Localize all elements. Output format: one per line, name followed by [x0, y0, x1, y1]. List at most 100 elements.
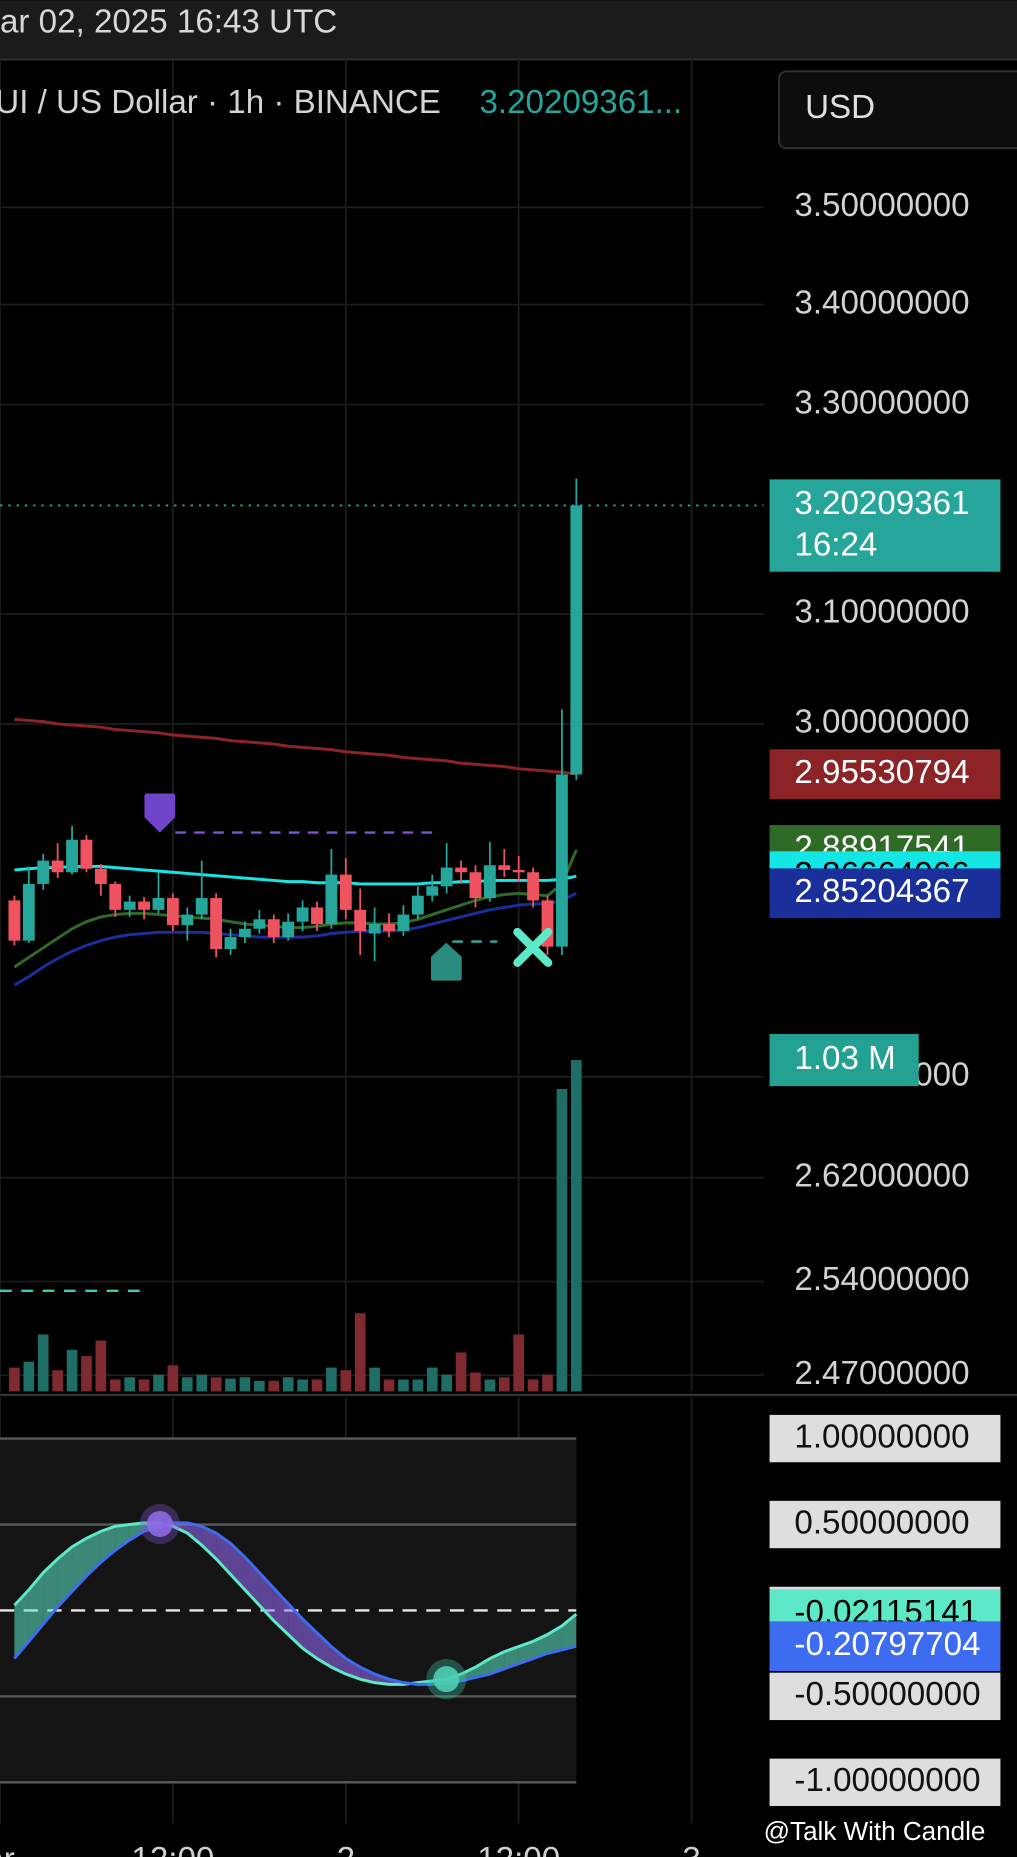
candle-body	[426, 886, 439, 896]
volume-bar	[196, 1374, 208, 1392]
candle-body	[239, 928, 251, 938]
sell-signal	[144, 793, 176, 833]
oscillator-line	[13, 1521, 577, 1686]
top-bar	[0, 0, 1017, 60]
axis-labels: ar 12:00 2 12:00 3 3.50000000 3.40000000 3.3000…	[0, 187, 1001, 1857]
oscillator-cloud	[14, 1589, 29, 1659]
candle-body	[195, 898, 208, 915]
x-tick-label: 2	[337, 1841, 355, 1857]
y-tick-label-box	[769, 1414, 1001, 1463]
y-tick-label: 3.00000000	[794, 704, 969, 741]
oscillator-line	[13, 1521, 578, 1686]
ma-label: 2.85204367	[794, 873, 969, 910]
volume-bar	[167, 1365, 179, 1392]
volume-bar	[81, 1356, 92, 1392]
candle-body	[469, 872, 482, 899]
y-tick-label: 3.40000000	[794, 284, 969, 321]
candle-body	[282, 921, 295, 938]
cross-signal	[513, 927, 553, 967]
volume-bar	[311, 1379, 323, 1392]
oscillator-cloud	[201, 1526, 217, 1559]
candle-body	[224, 937, 237, 950]
candle-body	[152, 898, 165, 910]
oscillator-cloud	[316, 1632, 332, 1668]
candle-body	[80, 839, 93, 869]
oscillator-cloud	[518, 1641, 534, 1664]
oscillator-cloud	[28, 1572, 44, 1642]
candle-body	[138, 901, 151, 910]
currency-button[interactable]	[778, 70, 1017, 150]
oscillator-cloud	[475, 1658, 490, 1678]
watermark: @Talk With Candle	[764, 1816, 986, 1846]
candle-body	[411, 895, 424, 915]
volume-bar	[412, 1379, 424, 1392]
volume-bar	[66, 1349, 78, 1392]
volume-bar	[282, 1377, 294, 1392]
x-tick-label: 12:00	[131, 1841, 214, 1857]
volume-bar	[513, 1334, 525, 1392]
candle-body	[512, 869, 525, 873]
oscillator-label-box	[769, 1621, 1001, 1672]
volume-bar	[138, 1379, 150, 1392]
candle-body	[541, 900, 554, 947]
y-tick-label-box	[769, 1758, 1001, 1806]
volume-bar	[354, 1313, 366, 1392]
candle-body	[570, 505, 583, 775]
oscillator-cloud	[331, 1646, 346, 1675]
volume-bar	[23, 1361, 35, 1392]
volume-bar	[225, 1378, 236, 1392]
moving-average	[14, 717, 577, 776]
volume-bar	[426, 1367, 438, 1392]
moving-average	[13, 849, 578, 969]
volume-bar	[326, 1367, 337, 1392]
x-tick-label: 12:00	[477, 1841, 560, 1857]
oscillator-cloud	[504, 1646, 519, 1669]
volume-bar	[153, 1374, 164, 1392]
volume-bar	[383, 1379, 395, 1392]
oscillator-cloud	[216, 1533, 231, 1575]
volume-bar	[109, 1379, 121, 1392]
volume-bar	[239, 1377, 251, 1392]
volume-bar	[542, 1374, 553, 1392]
candle-body	[37, 860, 50, 884]
buy-signal	[430, 942, 462, 981]
candle-body	[556, 774, 568, 947]
volume-bar	[297, 1379, 308, 1392]
oscillator-cloud	[57, 1546, 73, 1608]
candle-body	[368, 924, 381, 934]
y-tick-label: 2.54000000	[794, 1261, 969, 1298]
candle-body	[440, 867, 453, 887]
volume-bar	[470, 1372, 481, 1392]
candle-body	[325, 874, 338, 925]
last-price-label: 3.20209361	[794, 485, 969, 522]
ma-label: 2.95530794	[794, 754, 969, 791]
oscillator-cloud	[187, 1522, 202, 1546]
volume-label-box	[769, 1033, 919, 1087]
volume-label: 1.03 M	[794, 1040, 895, 1077]
candle-body	[210, 898, 223, 950]
candle-body	[51, 860, 64, 873]
currency-label[interactable]: USD	[805, 89, 875, 126]
overlay: UI / US Dollar · 1h · BINANCE 3.20209361…	[0, 70, 1017, 150]
moving-average	[14, 864, 577, 886]
candle-body	[66, 839, 78, 873]
candle-body	[339, 874, 352, 910]
moving-average	[13, 891, 577, 987]
symbol-title: UI / US Dollar · 1h · BINANCE	[0, 84, 441, 121]
candle-body	[181, 914, 194, 926]
candle-body	[498, 865, 511, 870]
oscillator-cloud	[43, 1558, 58, 1625]
candle-body	[311, 907, 323, 925]
volume-bar	[95, 1340, 107, 1392]
candle-body	[527, 872, 540, 901]
volume-bar	[268, 1380, 280, 1392]
volume-bar	[181, 1377, 193, 1392]
y-tick-label-box	[769, 1672, 1001, 1721]
y-tick-label: 2.47000000	[794, 1355, 969, 1392]
plot-layers	[0, 59, 1017, 1824]
volume-bar	[571, 1060, 582, 1392]
ma-label-box	[769, 749, 1001, 799]
header-price: 3.20209361...	[479, 84, 682, 121]
y-tick-label: 3.30000000	[794, 384, 969, 421]
